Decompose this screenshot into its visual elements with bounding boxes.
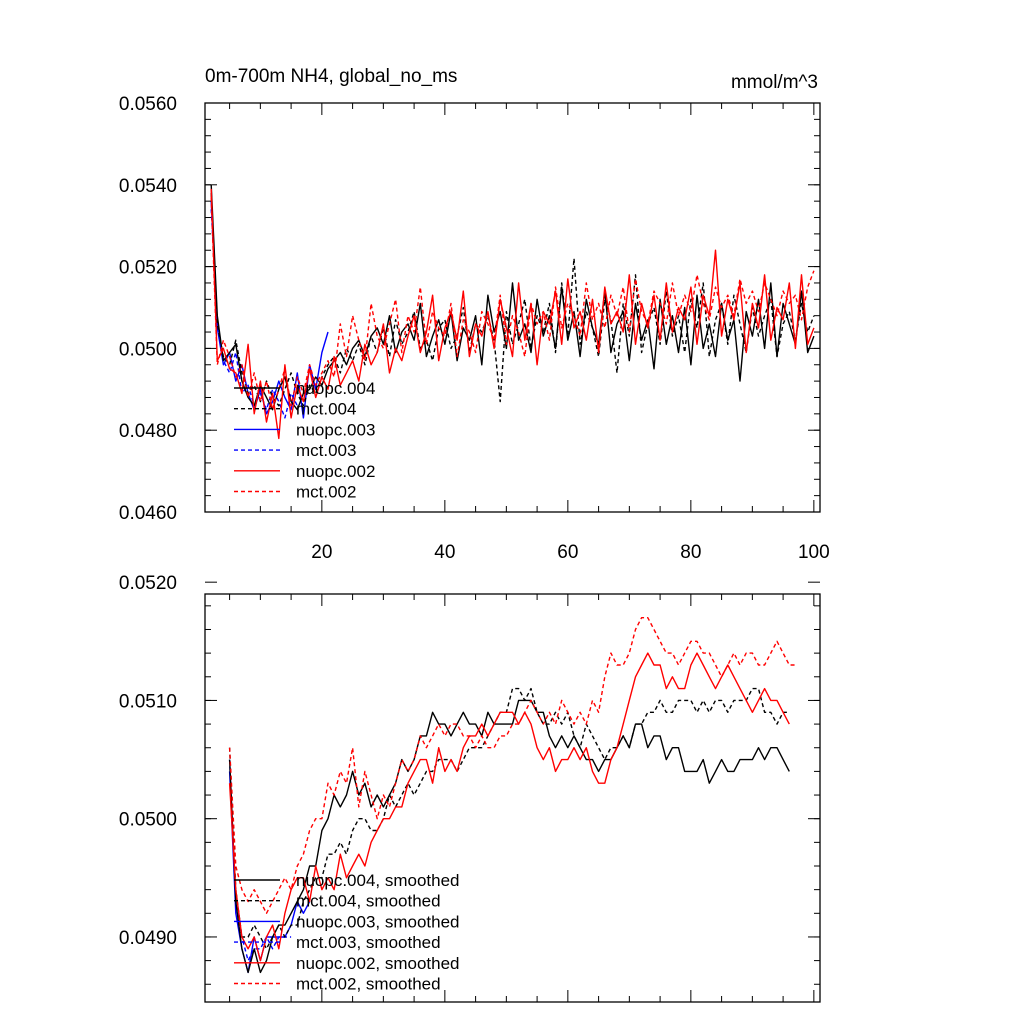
y-tick-label: 0.0520	[119, 258, 177, 279]
series-line-nuopc-002	[210, 188, 815, 440]
legend-label: nuopc.004, smoothed	[296, 871, 460, 890]
legend-label: mct.004, smoothed	[296, 892, 441, 911]
series-group	[210, 184, 815, 440]
y-tick-label: 0.0480	[119, 421, 177, 442]
y-tick-label: 0.0500	[119, 810, 177, 831]
series-line-mct-002	[210, 197, 815, 411]
x-tick-label: 20	[311, 542, 332, 563]
legend-label: mct.004	[296, 400, 356, 419]
series-line-nuopc-002-smoothed	[228, 652, 790, 962]
legend-label: mct.003, smoothed	[296, 933, 441, 952]
y-tick-label: 0.0520	[119, 573, 177, 594]
x-tick-label: 100	[798, 542, 830, 563]
x-tick-label: 80	[680, 542, 701, 563]
series-line-mct-002-smoothed	[228, 617, 796, 914]
units-label: mmol/m^3	[731, 72, 818, 93]
series-line-mct-004	[210, 192, 815, 407]
series-group	[228, 617, 796, 974]
bottom-panel: 0.0490 0.0500 0.0510 0.0520 nuopc.004, smoot…	[119, 573, 821, 1003]
legend-label: mct.003	[296, 441, 356, 460]
plot-frame	[204, 593, 821, 1003]
x-tick-label: 60	[557, 542, 578, 563]
series-line-mct-004-smoothed	[228, 687, 790, 950]
y-tick-label: 0.0500	[119, 339, 177, 360]
legend-label: mct.002	[296, 483, 356, 502]
series-line-nuopc-004	[210, 184, 815, 411]
y-tick-label: 0.0540	[119, 176, 177, 197]
legend-label: nuopc.002	[296, 462, 375, 481]
top-panel: 20 40 60 80 100 0.0460 0.0480 0.0500 0.0520 0.054…	[119, 94, 830, 563]
legend-label: nuopc.002, smoothed	[296, 954, 460, 973]
chart-title: 0m-700m NH4, global_no_ms	[205, 66, 457, 87]
legend-label: nuopc.003, smoothed	[296, 912, 460, 931]
legend-label: nuopc.003	[296, 420, 375, 439]
legend-label: nuopc.004	[296, 379, 375, 398]
y-tick-label: 0.0510	[119, 691, 177, 712]
y-tick-label: 0.0460	[119, 503, 177, 524]
x-tick-label: 40	[434, 542, 455, 563]
y-tick-label: 0.0560	[119, 94, 177, 115]
legend-label: mct.002, smoothed	[296, 975, 441, 994]
plot-frame	[204, 102, 821, 513]
series-line-nuopc-004-smoothed	[228, 699, 790, 974]
y-tick-label: 0.0490	[119, 928, 177, 949]
